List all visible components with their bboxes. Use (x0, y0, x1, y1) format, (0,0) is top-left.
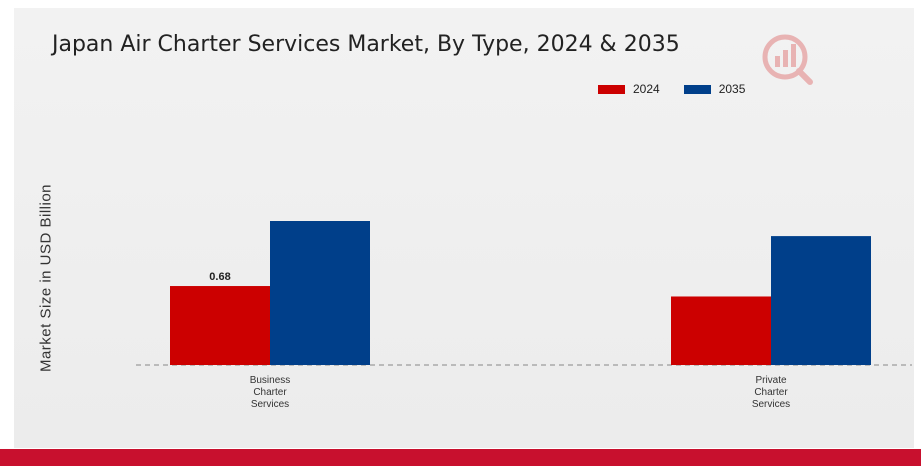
bar-2035-1[interactable] (771, 236, 871, 365)
footer-strip (0, 466, 921, 470)
market-research-logo-icon (758, 30, 816, 88)
bar-2024-1[interactable] (671, 296, 771, 365)
data-label-0: 0.68 (209, 271, 230, 283)
x-tick-label-1: Private Charter Services (752, 375, 790, 410)
chart-title: Japan Air Charter Services Market, By Ty… (52, 32, 680, 57)
bar-2024-0[interactable] (170, 286, 270, 365)
legend-swatch-2035 (683, 84, 711, 94)
chart-panel (14, 8, 914, 448)
footer-accent-bar (0, 449, 921, 470)
chart-legend: 2024 2035 (598, 80, 769, 98)
legend-label-2024: 2024 (633, 82, 660, 96)
legend-label-2035: 2035 (718, 82, 746, 96)
bar-2035-0[interactable] (270, 221, 370, 365)
legend-item-2035: 2035 (683, 82, 746, 96)
legend-item-2024: 2024 (598, 82, 660, 96)
x-tick-label-0: Business Charter Services (250, 375, 291, 410)
legend-swatch-2024 (598, 84, 625, 94)
